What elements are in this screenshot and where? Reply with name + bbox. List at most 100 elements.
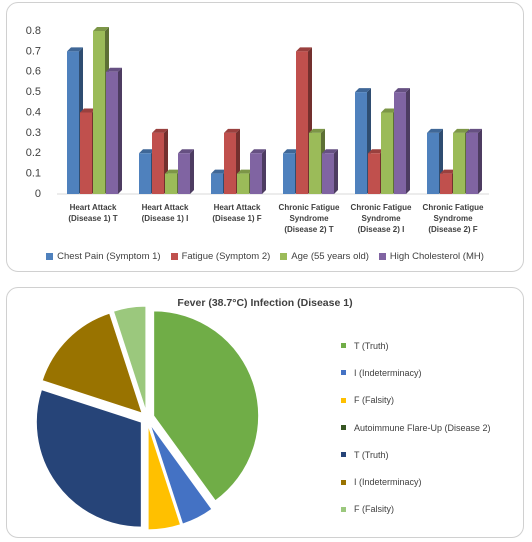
legend-swatch: [341, 506, 346, 512]
bar-front: [309, 132, 321, 194]
legend-swatch: [341, 343, 346, 349]
legend-label: T (Truth): [354, 449, 389, 460]
y-tick-label: 0.6: [26, 66, 41, 78]
bar-top: [178, 149, 194, 154]
bar-front: [296, 51, 308, 194]
legend-label: I (Indeterminacy): [354, 477, 422, 488]
legend-label: Autoimmune Flare-Up (Disease 2): [354, 422, 491, 433]
bar-front: [237, 173, 249, 194]
bar-side: [118, 67, 122, 194]
bar-top: [466, 128, 482, 133]
bar-front: [368, 153, 380, 194]
bar-side: [334, 149, 338, 194]
legend-label: Age (55 years old): [291, 251, 369, 262]
legend-label: High Cholesterol (MH): [389, 251, 484, 262]
y-tick-label: 0.5: [26, 86, 41, 98]
legend-swatch: [378, 253, 386, 260]
pie-slice: [112, 305, 147, 412]
bar-top: [152, 128, 168, 133]
legend-item: Fatigue (Symptom 2): [170, 251, 270, 262]
legend: T (Truth) I (Indeterminacy) F (Falsity) Aut…: [341, 332, 491, 523]
bar: [178, 149, 194, 194]
legend-swatch: [341, 452, 346, 458]
bar-front: [211, 173, 223, 194]
y-tick-label: 0.7: [26, 45, 41, 57]
legend: Chest Pain (Symptom 1) Fatigue (Symptom 2…: [7, 251, 523, 262]
legend-item: I (Indeterminacy): [341, 359, 491, 386]
x-tick-label: Chronic Fatigue Syndrome (Disease 2) T: [278, 203, 340, 234]
bar-front: [139, 153, 151, 194]
bar-front: [80, 112, 92, 194]
bar-front: [283, 153, 295, 194]
bar-top: [322, 149, 338, 154]
x-tick-label: Chronic Fatigue Syndrome (Disease 2) I: [350, 203, 412, 234]
legend-swatch: [341, 397, 346, 403]
bar-front: [93, 31, 105, 194]
legend-swatch: [341, 479, 346, 485]
legend-item: T (Truth): [341, 332, 491, 359]
bar-side: [190, 149, 194, 194]
legend-item: High Cholesterol (MH): [378, 251, 484, 262]
bar: [106, 67, 122, 194]
bar-top: [453, 128, 469, 133]
bar-front: [250, 153, 262, 194]
y-tick-label: 0.8: [26, 25, 41, 37]
bar: [250, 149, 266, 194]
bar-front: [427, 132, 439, 194]
bar-front: [322, 153, 334, 194]
x-tick-label: Heart Attack (Disease 1) I: [141, 203, 189, 223]
bar-top: [80, 108, 96, 113]
legend-swatch: [341, 425, 346, 431]
y-tick-label: 0.2: [26, 147, 41, 159]
pie-slice: [153, 310, 260, 502]
legend-item: Autoimmune Flare-Up (Disease 2): [341, 414, 491, 441]
pie-chart-panel: Fever (38.7°C) Infection (Disease 1) T (…: [6, 287, 524, 538]
bar-top: [355, 88, 371, 93]
pie-slice: [41, 312, 143, 414]
bar-top: [283, 149, 299, 154]
legend-label: Chest Pain (Symptom 1): [57, 251, 161, 262]
legend-swatch: [341, 370, 346, 376]
bar-front: [165, 173, 177, 194]
bar-side: [478, 128, 482, 194]
bar-front: [453, 132, 465, 194]
legend-label: T (Truth): [354, 340, 389, 351]
bar-top: [309, 128, 325, 133]
bar-front: [440, 173, 452, 194]
legend-item: F (Falsity): [341, 387, 491, 414]
legend-label: F (Falsity): [354, 504, 394, 515]
legend-item: F (Falsity): [341, 496, 491, 523]
bar-top: [440, 169, 456, 174]
bar-front: [466, 132, 478, 194]
legend-item: I (Indeterminacy): [341, 468, 491, 495]
bar-front: [355, 92, 367, 194]
bar-front: [381, 112, 393, 194]
bar-side: [406, 88, 410, 194]
x-tick-label: Heart Attack (Disease 1) F: [212, 203, 262, 223]
bar-front: [394, 92, 406, 194]
pie-slice: [147, 424, 182, 531]
bar-top: [211, 169, 227, 174]
bar-top: [237, 169, 253, 174]
bar-front: [67, 51, 79, 194]
bar: [322, 149, 338, 194]
x-tick-label: Chronic Fatigue Syndrome (Disease 2) F: [422, 203, 484, 234]
pie-slice: [149, 423, 213, 525]
bar-top: [93, 27, 109, 31]
bar-top: [106, 67, 122, 72]
pie-slice: [35, 389, 142, 528]
bar-front: [152, 132, 164, 194]
pie-chart: [35, 305, 260, 531]
legend-item: T (Truth): [341, 441, 491, 468]
bar-chart: 0 0.1 0.2 0.3 0.4 0.5 0.6 0.7 0.8: [26, 25, 489, 200]
legend-label: I (Indeterminacy): [354, 367, 422, 378]
legend-swatch: [170, 253, 178, 260]
bar-top: [381, 108, 397, 113]
bar-top: [165, 169, 181, 174]
bar-side: [262, 149, 266, 194]
bar-top: [67, 47, 83, 52]
legend-item: Age (55 years old): [280, 251, 369, 262]
bar-front: [178, 153, 190, 194]
bar-top: [250, 149, 266, 154]
